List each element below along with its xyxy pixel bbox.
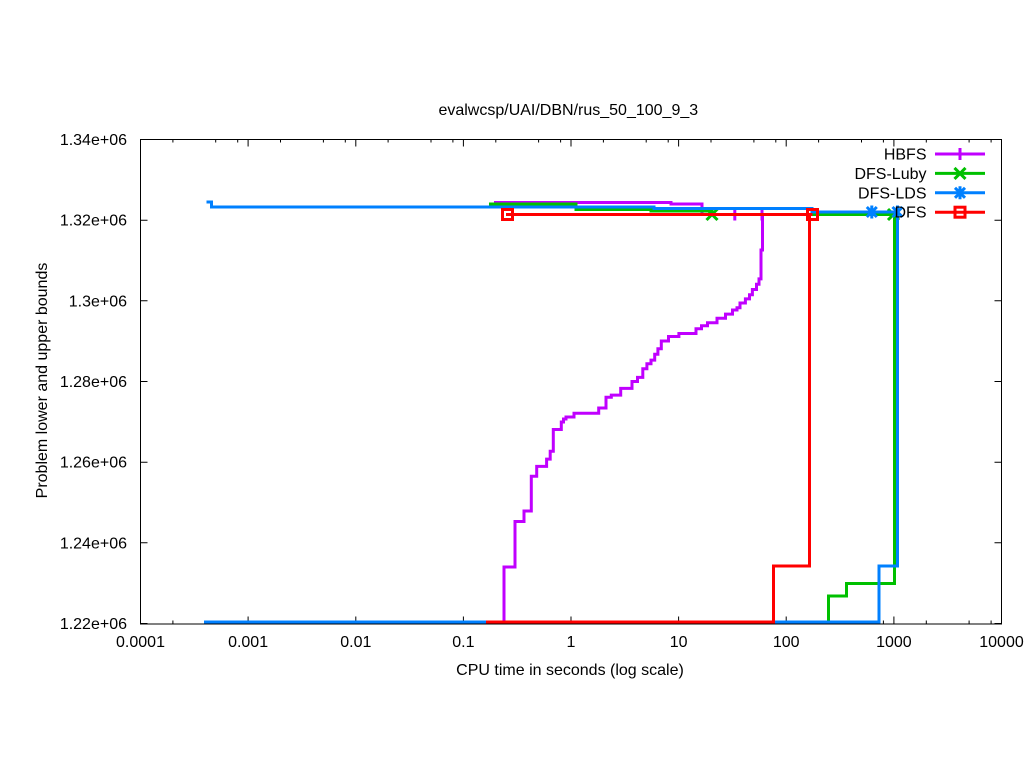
svg-text:1.28e+06: 1.28e+06	[60, 374, 127, 391]
svg-text:HBFS: HBFS	[884, 147, 927, 164]
svg-text:DFS-LDS: DFS-LDS	[858, 185, 926, 202]
svg-text:1.22e+06: 1.22e+06	[60, 616, 127, 633]
svg-text:0.1: 0.1	[452, 634, 474, 651]
svg-text:10: 10	[670, 634, 688, 651]
svg-text:0.01: 0.01	[340, 634, 371, 651]
svg-text:1.24e+06: 1.24e+06	[60, 535, 127, 552]
svg-text:1: 1	[567, 634, 576, 651]
svg-text:1.26e+06: 1.26e+06	[60, 455, 127, 472]
svg-text:evalwcsp/UAI/DBN/rus_50_100_9_: evalwcsp/UAI/DBN/rus_50_100_9_3	[438, 102, 698, 119]
svg-text:DFS-Luby: DFS-Luby	[854, 166, 926, 183]
svg-text:1.3e+06: 1.3e+06	[69, 293, 127, 310]
svg-text:0.0001: 0.0001	[116, 634, 165, 651]
svg-text:CPU time in seconds (log scale: CPU time in seconds (log scale)	[456, 662, 684, 679]
svg-text:1000: 1000	[876, 634, 912, 651]
svg-text:1.32e+06: 1.32e+06	[60, 213, 127, 230]
svg-text:0.001: 0.001	[228, 634, 268, 651]
svg-text:Problem lower and upper bounds: Problem lower and upper bounds	[34, 263, 51, 499]
svg-text:1.34e+06: 1.34e+06	[60, 132, 127, 149]
svg-text:100: 100	[773, 634, 800, 651]
svg-text:DFS: DFS	[895, 205, 927, 222]
svg-text:10000: 10000	[979, 634, 1024, 651]
